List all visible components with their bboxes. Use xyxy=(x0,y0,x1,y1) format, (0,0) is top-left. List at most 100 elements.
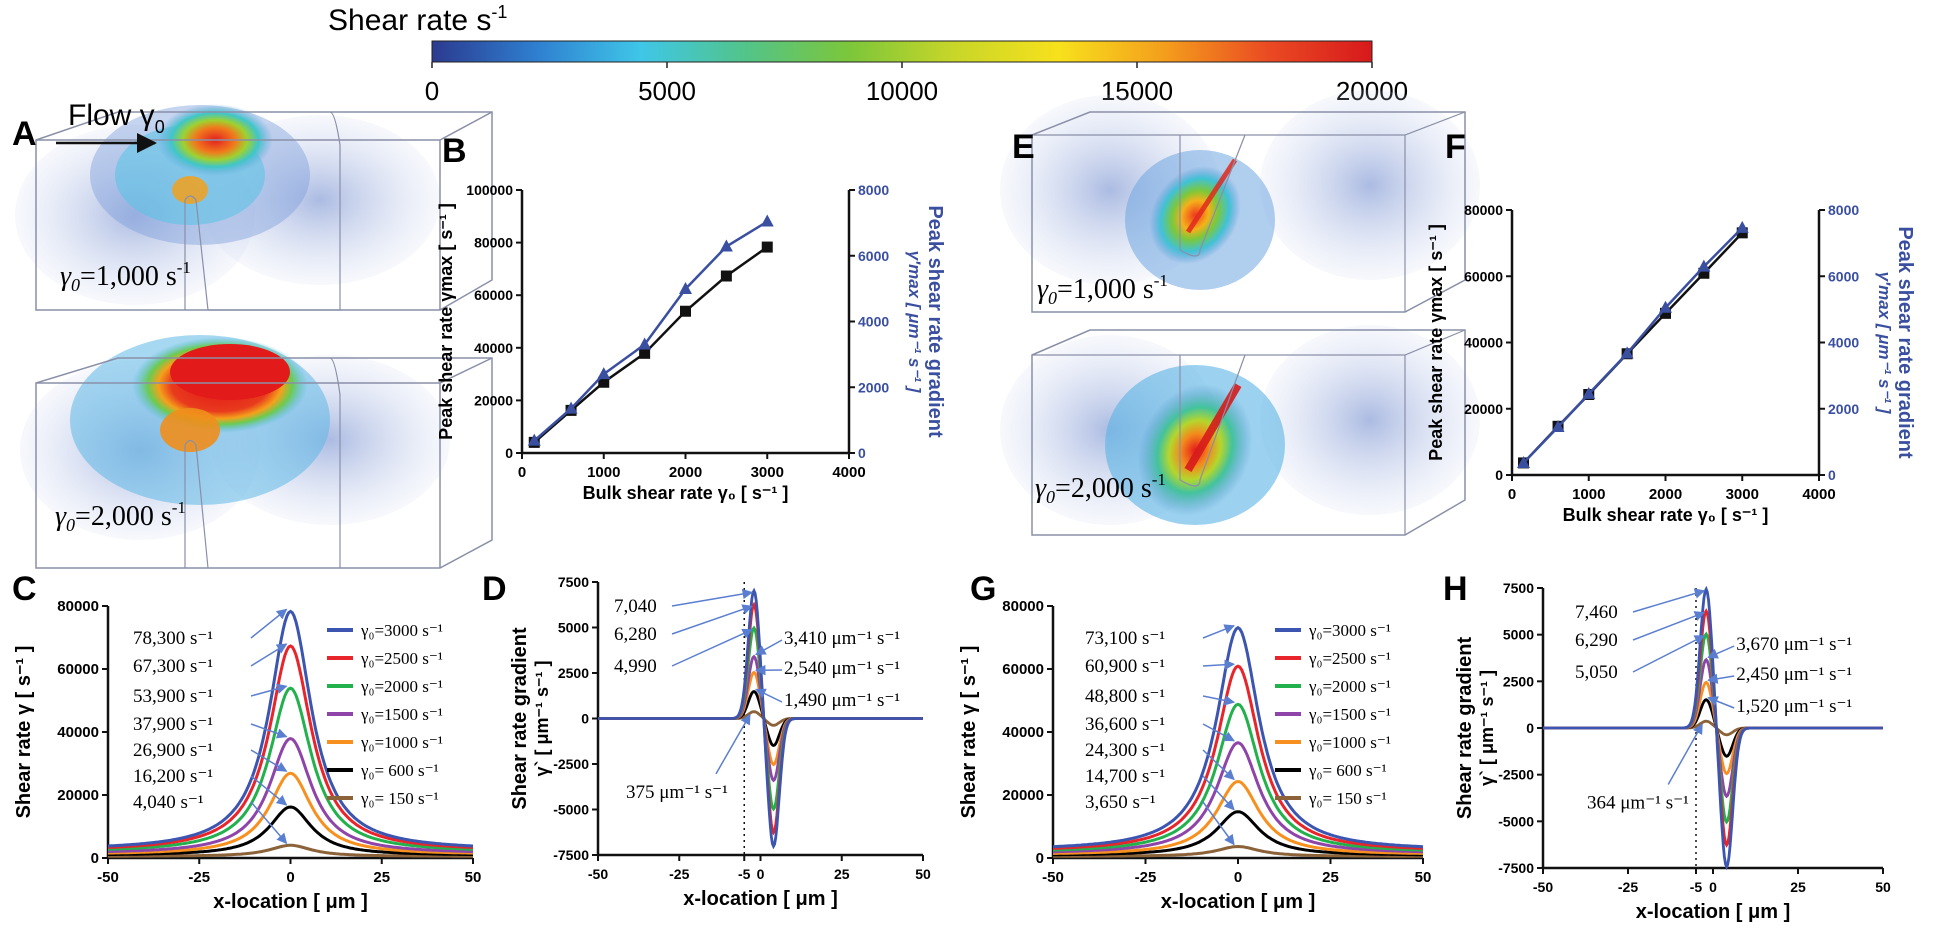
annotation-arrow xyxy=(250,775,288,806)
panel-letter-e: E xyxy=(1012,128,1035,166)
x-tick-label: -25 xyxy=(1135,869,1157,886)
y-tick-label: 2500 xyxy=(558,665,589,681)
sim-a-top: γ0=1,000 s-1 xyxy=(15,104,493,311)
y2-tick-label: 4000 xyxy=(858,314,889,330)
peak-annotation: 3,650 s⁻¹ xyxy=(1085,792,1156,813)
legend-label: γ₀= 150 s⁻¹ xyxy=(1308,789,1387,808)
x-tick-label: 50 xyxy=(1875,879,1891,895)
x-tick-label: 25 xyxy=(373,869,390,886)
peak-annotation-left: 6,290 xyxy=(1575,630,1618,651)
data-point-triangle xyxy=(1735,220,1749,233)
profile-curve xyxy=(108,843,473,858)
y-tick-label: 5000 xyxy=(1503,627,1534,643)
y-tick-label: 20000 xyxy=(1464,401,1503,417)
y-tick-label: 60000 xyxy=(57,661,99,678)
y-tick-label: 80000 xyxy=(57,598,99,615)
y2-axis-label-bottom: γ′max [ μm⁻¹ s⁻¹ ] xyxy=(1875,272,1894,415)
x-axis-label: Bulk shear rate γ₀ [ s⁻¹ ] xyxy=(583,483,789,503)
annotation-arrow xyxy=(1202,723,1235,742)
colorbar: Shear rate s-1 05000100001500020000 xyxy=(328,2,1408,106)
annotation-arrow xyxy=(671,628,753,667)
x-tick-label: -5 xyxy=(1690,879,1703,895)
simulation-panel-a: γ0=1,000 s-1 Flow γ0 γ0=2,000 s-1 xyxy=(15,99,493,570)
annotation-arrow xyxy=(250,801,288,845)
y-tick-label: 7500 xyxy=(1503,580,1534,596)
peak-annotation-bottom: 375 μm⁻¹ s⁻¹ xyxy=(626,782,728,803)
y2-tick-label: 2000 xyxy=(858,379,889,395)
profile-curve xyxy=(1052,664,1424,850)
panel-letters: A B C D E F G H xyxy=(12,115,1468,608)
x-tick-label: 50 xyxy=(915,866,931,882)
legend-label: γ₀=1500 s⁻¹ xyxy=(360,705,443,724)
chart-d: -50 -25 -5 0 25 50-7500-5000-2500025005000750… xyxy=(509,574,931,910)
y-tick-label: 0 xyxy=(1495,467,1503,483)
peak-annotation-left: 5,050 xyxy=(1575,662,1618,683)
data-point-square xyxy=(598,376,610,388)
y-axis-label-2: γ` [ μm⁻¹ s⁻¹ ] xyxy=(1477,670,1497,786)
annotation-arrow xyxy=(1202,659,1236,670)
y2-tick-label: 4000 xyxy=(1828,335,1859,351)
profile-curve xyxy=(108,737,473,853)
y-axis-label: Peak shear rate γmax [ s⁻¹ ] xyxy=(436,203,456,440)
annotation-arrow xyxy=(1202,801,1235,846)
y-axis-label: Shear rate gradient xyxy=(509,627,531,810)
peak-annotation: 67,300 s⁻¹ xyxy=(133,656,213,677)
profile-curve xyxy=(108,686,473,851)
x-tick-label: 3000 xyxy=(751,464,784,481)
y-tick-label: 20000 xyxy=(474,392,513,408)
peak-annotation: 24,300 s⁻¹ xyxy=(1085,740,1165,761)
peak-annotation-left: 7,040 xyxy=(614,596,657,617)
x-tick-label: 0 xyxy=(1508,486,1516,503)
legend-label: γ₀=2500 s⁻¹ xyxy=(360,649,443,668)
annotation-arrow xyxy=(1707,645,1735,659)
y-tick-label: -2500 xyxy=(553,756,589,772)
y-tick-label: -2500 xyxy=(1498,767,1534,783)
peak-annotation: 16,200 s⁻¹ xyxy=(133,766,213,787)
sim-e-bottom-label: γ0=2,000 s-1 xyxy=(1035,470,1166,507)
y-tick-label: 0 xyxy=(1036,850,1044,867)
panel-letter-b: B xyxy=(442,132,467,170)
x-tick-label: 2000 xyxy=(669,464,702,481)
y2-axis-label-top: Peak shear rate gradient xyxy=(1894,226,1916,459)
colorbar-tick-label: 0 xyxy=(425,76,439,106)
data-point-square xyxy=(680,305,691,317)
y-tick-label: -7500 xyxy=(1498,860,1534,876)
data-point-triangle xyxy=(679,281,692,294)
peak-annotation: 53,900 s⁻¹ xyxy=(133,686,213,707)
data-point-triangle xyxy=(719,239,733,252)
annotation-arrow xyxy=(1667,723,1703,785)
sim-a-bottom-label: γ0=2,000 s-1 xyxy=(55,498,186,535)
x-tick-label: 3000 xyxy=(1726,486,1759,503)
y-tick-label: 20000 xyxy=(57,787,99,804)
x-tick-label: -25 xyxy=(188,869,210,886)
y-tick-label: 40000 xyxy=(1464,335,1503,351)
legend-label: γ₀=2000 s⁻¹ xyxy=(1308,677,1391,696)
y-tick-label: 60000 xyxy=(1464,268,1503,284)
x-tick-label: 25 xyxy=(1322,869,1339,886)
peak-annotation-left: 6,280 xyxy=(614,624,657,645)
panel-letter-f: F xyxy=(1445,128,1466,166)
y2-tick-label: 8000 xyxy=(858,182,889,198)
x-tick-label: -50 xyxy=(1042,869,1064,886)
annotation-arrow xyxy=(755,688,783,703)
legend-label: γ₀=1000 s⁻¹ xyxy=(360,733,443,752)
peak-annotation: 14,700 s⁻¹ xyxy=(1085,766,1165,787)
y-tick-label: -7500 xyxy=(553,847,589,863)
data-point-triangle xyxy=(760,214,774,227)
y2-axis-label-top: Peak shear rate gradient xyxy=(924,205,946,438)
legend-label: γ₀=3000 s⁻¹ xyxy=(360,621,443,640)
x-tick-label: -5 xyxy=(738,866,751,882)
x-tick-label: 0 xyxy=(1709,879,1717,895)
profile-curve xyxy=(107,771,474,855)
annotation-arrow xyxy=(671,604,753,635)
panel-letter-a: A xyxy=(12,115,37,153)
x-tick-label: -50 xyxy=(97,869,119,886)
sim-e-top-label: γ0=1,000 s-1 xyxy=(1037,271,1168,308)
peak-annotation: 36,600 s⁻¹ xyxy=(1085,714,1165,735)
annotation-arrow xyxy=(250,683,288,697)
y-tick-label: 60000 xyxy=(1002,661,1044,678)
data-point-triangle xyxy=(1582,386,1596,399)
profile-curve xyxy=(108,805,473,856)
chart-b: 0 1000 2000 3000 400002000040000600008000010… xyxy=(436,182,946,503)
data-point-square xyxy=(1698,267,1710,279)
